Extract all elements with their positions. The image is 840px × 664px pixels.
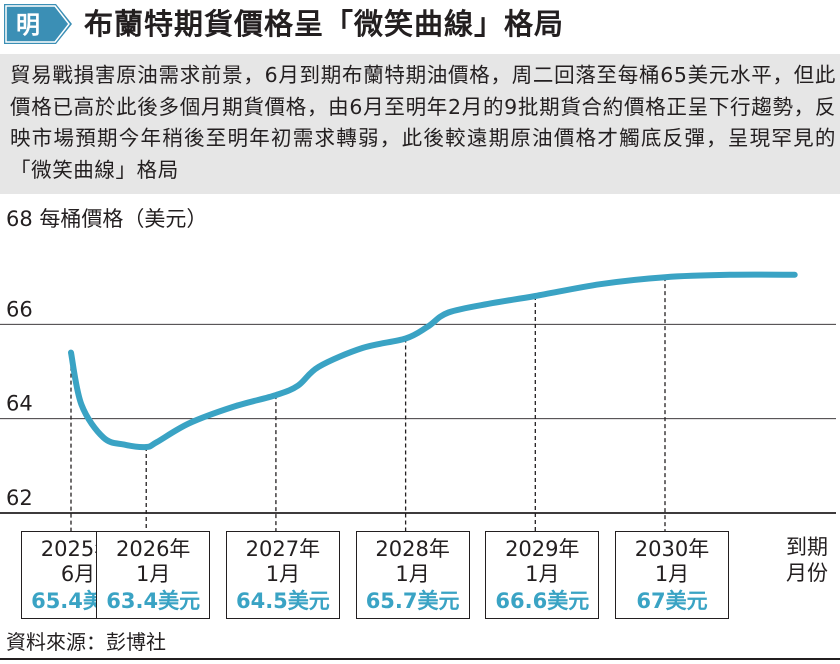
intro-text: 貿易戰損害原油需求前景，6月到期布蘭特期油價格，周二回落至每桶65美元水平，但此… [10,63,836,182]
page-title: 布蘭特期貨價格呈「微笑曲線」格局 [84,7,565,41]
y-tick-label: 64 [6,392,33,416]
y-tick-labels: 66 64 62 [6,297,33,510]
date-month: 1月 [265,562,301,586]
price-label: 64.5美元 [235,589,330,613]
date-month: 1月 [136,562,171,586]
date-box: 2028年 1月 65.7美元 [355,531,470,619]
logo-icon: 明 [4,4,72,44]
y-axis-title: 每桶價格（美元） [39,207,208,231]
date-year: 2026年 [115,537,191,561]
source-note: 資料來源：彭博社 [6,630,166,654]
date-year: 2028年 [375,537,450,561]
price-label: 63.4美元 [106,589,201,613]
price-label: 65.7美元 [365,589,460,613]
y-axis-top-tick: 68 [6,207,33,231]
logo-text: 明 [16,11,40,39]
price-label: 67美元 [636,589,708,613]
date-box: 2027年 1月 64.5美元 [225,531,340,619]
date-month: 6月 [60,562,96,586]
date-box: 2026年 1月 63.4美元 [96,531,211,619]
y-axis-label: 68 每桶價格（美元） [6,203,207,233]
date-year: 2027年 [245,537,321,561]
grid-lines [0,323,836,514]
date-month: 1月 [525,562,560,586]
date-box: 2029年 1月 66.6美元 [485,531,600,619]
date-year: 2029年 [505,537,580,561]
date-year: 2030年 [634,537,710,561]
date-box: 2030年 1月 67美元 [615,531,729,619]
header: 明 布蘭特期貨價格呈「微笑曲線」格局 [0,0,840,50]
price-line [68,271,798,451]
y-tick-label: 66 [6,297,33,321]
price-label: 66.6美元 [495,589,590,613]
date-month: 1月 [395,562,430,586]
intro-box: 貿易戰損害原油需求前景，6月到期布蘭特期油價格，周二回落至每桶65美元水平，但此… [0,54,840,194]
bottom-rule [0,658,840,660]
y-tick-label: 62 [6,486,33,510]
drop-lines [70,277,666,531]
date-month: 1月 [654,562,690,586]
x-axis-label: 到期月份 [786,535,828,585]
